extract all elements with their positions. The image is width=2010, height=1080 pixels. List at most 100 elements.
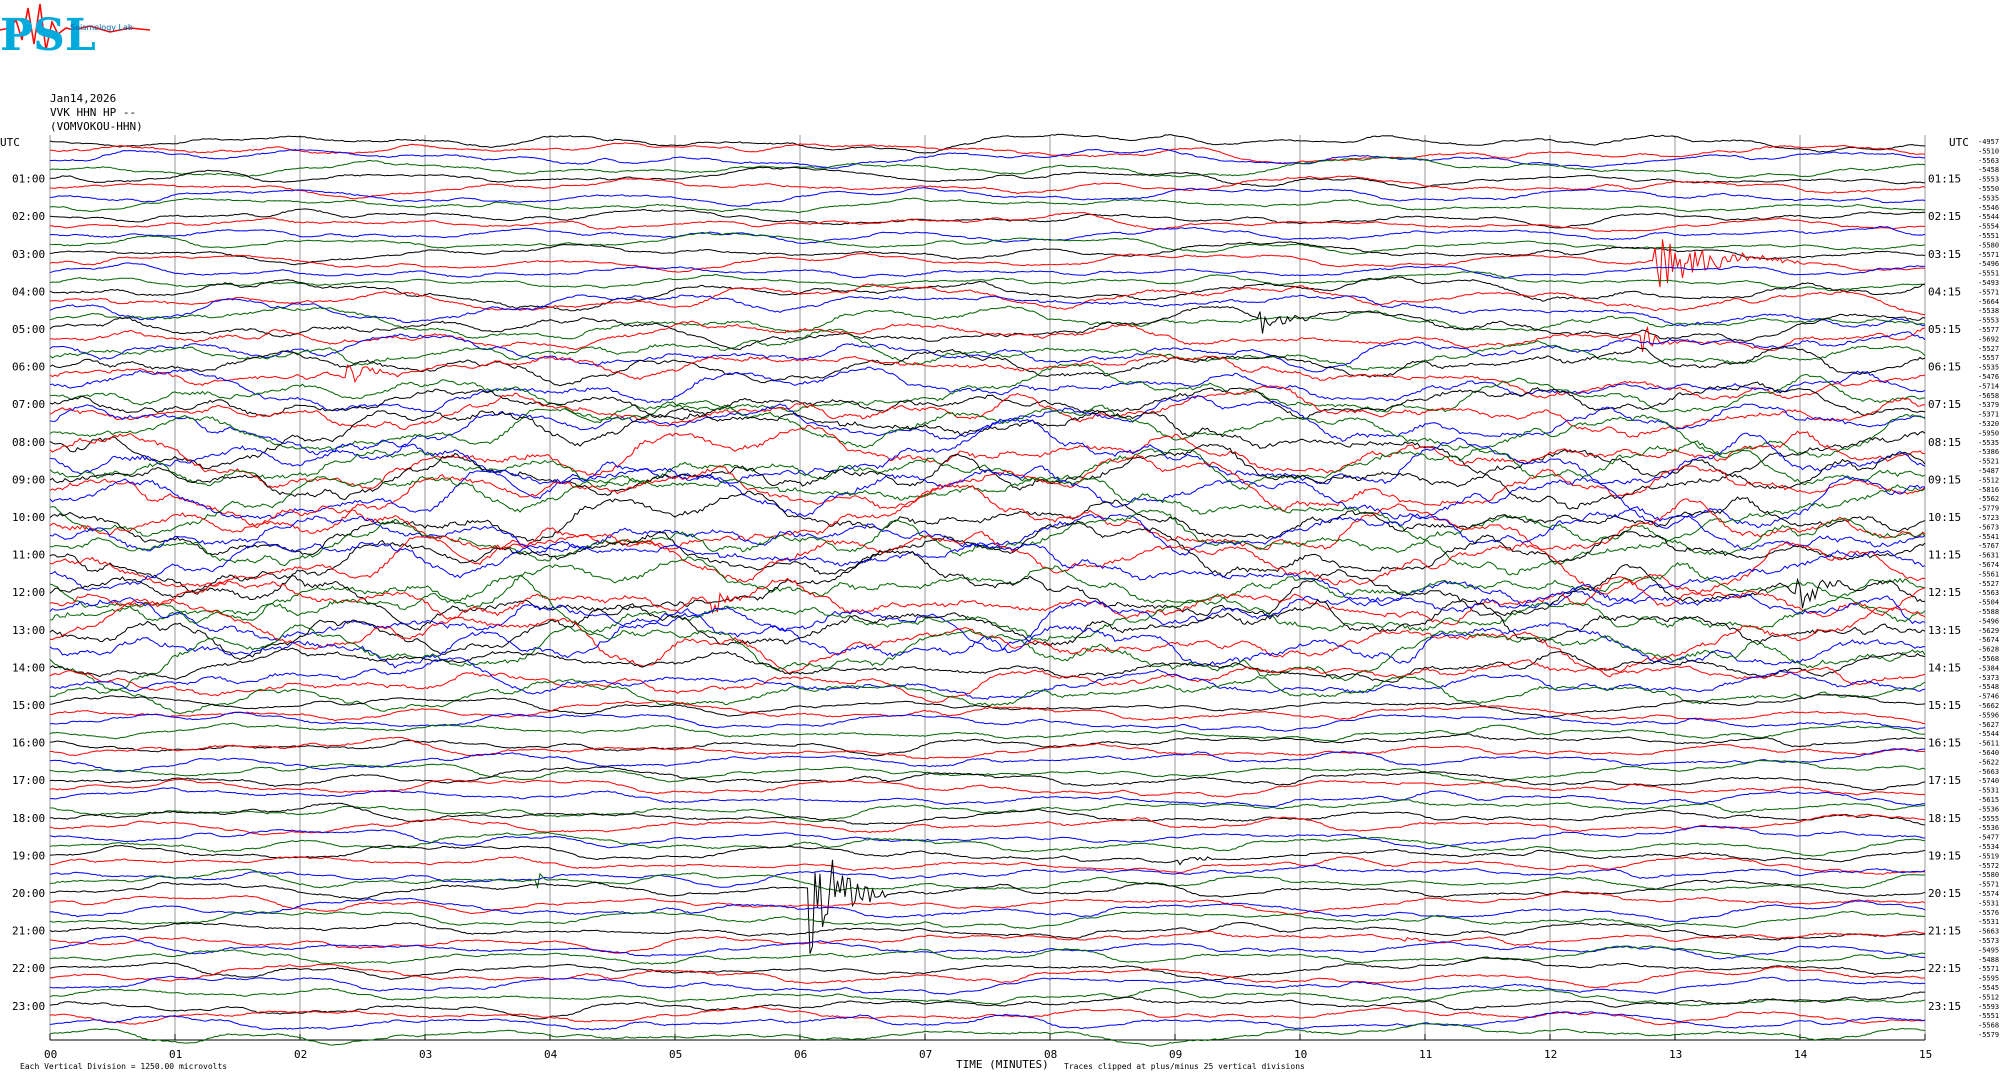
trace-value-label: -5536: [1978, 805, 1999, 813]
chart-date: Jan14,2026: [50, 92, 117, 105]
trace-value-label: -5571: [1978, 965, 1999, 973]
trace-value-label: -5496: [1978, 260, 1999, 268]
trace-line: [49, 156, 1926, 179]
trace-line: [49, 239, 1926, 288]
left-hour-label: 09:00: [12, 473, 45, 486]
trace-line: [49, 700, 1926, 724]
trace-line: [49, 647, 1926, 683]
trace-line: [49, 864, 1926, 888]
right-hour-label: 04:15: [1928, 285, 1961, 298]
trace-line: [50, 320, 1926, 353]
trace-value-label: -5551: [1978, 1012, 1999, 1020]
trace-value-label: -5595: [1978, 975, 1999, 983]
trace-line: [49, 490, 1926, 556]
trace-line: [49, 598, 1926, 678]
trace-value-label: -5674: [1978, 636, 1999, 644]
trace-value-label: -5320: [1978, 420, 1999, 428]
right-hour-label: 05:15: [1928, 323, 1961, 336]
trace-value-label: -5580: [1978, 871, 1999, 879]
trace-line: [49, 659, 1926, 703]
left-hour-label: 20:00: [12, 887, 45, 900]
trace-value-label: -5640: [1978, 749, 1999, 757]
trace-value-label: -5555: [1978, 815, 1999, 823]
right-hour-label: 13:15: [1928, 624, 1961, 637]
left-hour-label: 04:00: [12, 285, 45, 298]
left-hour-label: 07:00: [12, 398, 45, 411]
trace-value-label: -5477: [1978, 834, 1999, 842]
trace-line: [49, 476, 1926, 543]
left-hour-label: 10:00: [12, 511, 45, 524]
trace-value-label: -5386: [1978, 448, 1999, 456]
trace-value-label: -5950: [1978, 429, 1999, 437]
trace-line: [49, 354, 1926, 400]
trace-value-label: -5740: [1978, 777, 1999, 785]
trace-line: [49, 575, 1926, 642]
trace-value-label: -5536: [1978, 824, 1999, 832]
trace-value-label: -5571: [1978, 881, 1999, 889]
trace-value-label: -5779: [1978, 505, 1999, 513]
trace-value-label: -5535: [1978, 194, 1999, 202]
right-hour-label: 07:15: [1928, 398, 1961, 411]
trace-line: [49, 541, 1926, 609]
trace-value-label: -5631: [1978, 552, 1999, 560]
trace-line: [49, 813, 1926, 836]
left-hour-label: 06:00: [12, 361, 45, 374]
trace-line: [49, 963, 1926, 989]
trace-value-label: -5629: [1978, 627, 1999, 635]
trace-line: [49, 440, 1926, 490]
trace-value-label: -5548: [1978, 683, 1999, 691]
trace-line: [49, 395, 1926, 460]
station-name: (VOMVOKOU-HHN): [50, 120, 143, 133]
trace-line: [50, 802, 1926, 826]
trace-line: [49, 232, 1926, 255]
trace-value-label: -5551: [1978, 232, 1999, 240]
x-tick-label: 10: [1294, 1048, 1307, 1061]
trace-line: [49, 891, 1926, 916]
x-tick-label: 08: [1044, 1048, 1057, 1061]
trace-line: [49, 225, 1926, 245]
trace-line: [49, 910, 1926, 930]
trace-value-label: -5371: [1978, 411, 1999, 419]
right-hour-label: 21:15: [1928, 925, 1961, 938]
trace-value-label: -5544: [1978, 213, 1999, 221]
logo-letters: PSL: [0, 10, 96, 56]
trace-line: [49, 825, 1926, 850]
trace-line: [49, 766, 1926, 791]
trace-value-label: -5521: [1978, 458, 1999, 466]
trace-value-label: -5531: [1978, 787, 1999, 795]
trace-line: [49, 133, 1926, 154]
trace-value-label: -5562: [1978, 495, 1999, 503]
trace-line: [49, 241, 1926, 266]
left-hour-label: 17:00: [12, 774, 45, 787]
trace-line: [49, 331, 1926, 373]
trace-line: [49, 799, 1926, 823]
trace-value-label: -5664: [1978, 298, 1999, 306]
trace-line: [49, 1005, 1926, 1026]
right-hour-label: 09:15: [1928, 473, 1961, 486]
trace-line: [49, 759, 1926, 784]
trace-value-label: -5553: [1978, 176, 1999, 184]
trace-value-label: -5663: [1978, 928, 1999, 936]
trace-value-label: -5538: [1978, 307, 1999, 315]
right-hour-label: 10:15: [1928, 511, 1961, 524]
trace-line: [49, 271, 1926, 292]
trace-line: [49, 509, 1926, 576]
trace-value-label: -5384: [1978, 664, 1999, 672]
x-tick-label: 06: [794, 1048, 807, 1061]
trace-line: [49, 556, 1926, 621]
left-hour-label: 05:00: [12, 323, 45, 336]
trace-line: [49, 787, 1926, 808]
trace-line: [49, 527, 1926, 595]
trace-line: [49, 208, 1926, 229]
trace-line: [49, 935, 1925, 960]
trace-line: [49, 550, 1926, 631]
right-hour-label: 08:15: [1928, 436, 1961, 449]
trace-line: [49, 856, 1926, 875]
trace-value-label: -5746: [1978, 693, 1999, 701]
trace-value-label: -5545: [1978, 984, 1999, 992]
trace-line: [49, 598, 1926, 661]
trace-line: [50, 147, 1926, 169]
x-axis-label: TIME (MINUTES): [956, 1058, 1049, 1071]
trace-line: [49, 778, 1926, 798]
trace-line: [49, 722, 1926, 742]
